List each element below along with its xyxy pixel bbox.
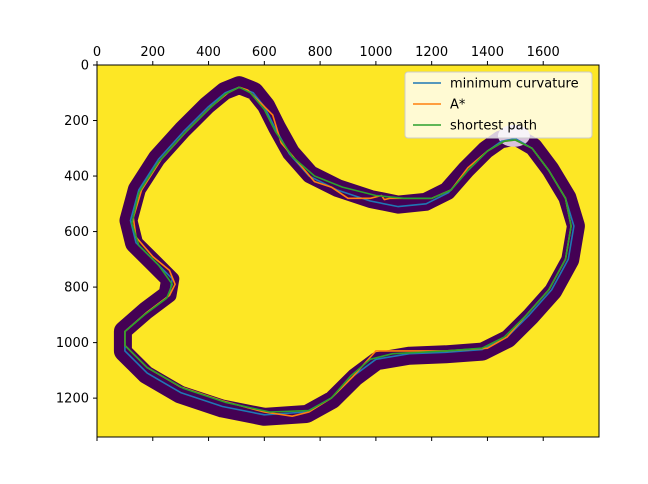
legend-box xyxy=(404,71,593,139)
track-infield xyxy=(124,87,574,415)
y-axis: 0 200 400 600 800 1000 1200 xyxy=(56,59,97,407)
x-tick-label: 0 xyxy=(93,45,101,60)
plot-frame xyxy=(96,64,600,438)
x-tick-label: 800 xyxy=(308,45,333,60)
y-tick-label: 800 xyxy=(64,281,89,296)
x-tick-label: 1200 xyxy=(415,45,448,60)
legend-label: shortest path xyxy=(450,119,537,134)
y-tick-label: 200 xyxy=(64,114,89,129)
x-axis: 0 200 400 600 800 1000 1200 1400 1600 xyxy=(93,45,560,441)
legend: minimum curvature A* shortest path xyxy=(404,71,593,139)
y-tick-label: 0 xyxy=(81,59,89,74)
series-layer xyxy=(124,86,575,417)
y-tick-label: 1000 xyxy=(56,336,89,351)
x-tick-label: 1400 xyxy=(471,45,504,60)
x-tick-label: 200 xyxy=(140,45,165,60)
series-line-2 xyxy=(124,86,572,413)
y-tick-label: 400 xyxy=(64,170,89,185)
series-line-1 xyxy=(124,86,572,417)
legend-label: minimum curvature xyxy=(450,77,579,92)
x-tick-label: 1000 xyxy=(359,45,392,60)
y-tick-label: 600 xyxy=(64,225,89,240)
y-tick-label: 1200 xyxy=(56,392,89,407)
x-tick-label: 1600 xyxy=(527,45,560,60)
x-tick-label: 600 xyxy=(252,45,277,60)
legend-label: A* xyxy=(450,98,466,113)
x-tick-label: 400 xyxy=(196,45,221,60)
